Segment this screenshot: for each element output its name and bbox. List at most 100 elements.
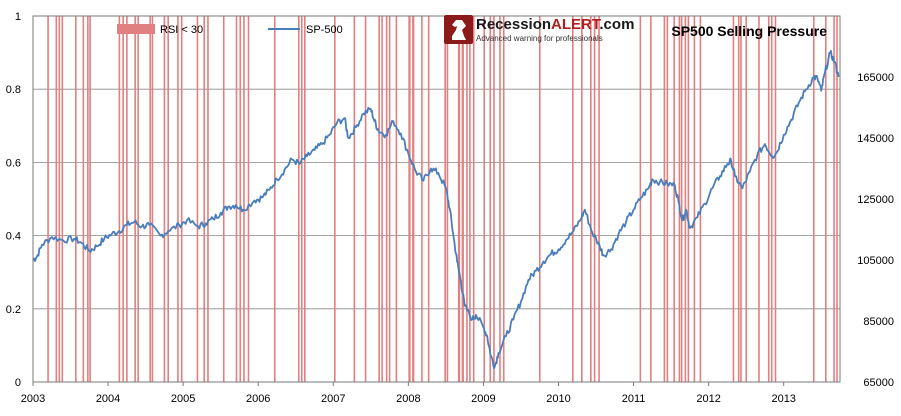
rsi-bar bbox=[47, 16, 49, 382]
rsi-bar bbox=[444, 16, 446, 382]
y-right-tick-label: 105000 bbox=[857, 255, 894, 267]
rsi-bar bbox=[502, 16, 505, 382]
rsi-bar bbox=[483, 16, 486, 382]
rsi-bar bbox=[824, 16, 827, 382]
x-tick-label: 2012 bbox=[696, 393, 720, 405]
rsi-bar bbox=[235, 16, 238, 382]
rsi-bar bbox=[678, 16, 681, 382]
rsi-bar bbox=[699, 16, 702, 382]
rsi-bar bbox=[581, 16, 583, 382]
rsi-bar bbox=[163, 16, 166, 382]
rsi-bar bbox=[134, 16, 136, 382]
y-right-tick-label: 85000 bbox=[863, 316, 894, 328]
knight-icon bbox=[452, 20, 466, 40]
rsi-bar bbox=[758, 16, 760, 382]
y-left-tick-label: 0.8 bbox=[6, 84, 21, 96]
rsi-bar bbox=[167, 16, 169, 382]
y-left-tick-label: 0 bbox=[15, 377, 21, 389]
rsi-bar bbox=[687, 16, 690, 382]
rsi-bar bbox=[207, 16, 209, 382]
x-tick-label: 2003 bbox=[21, 393, 45, 405]
x-tick-label: 2011 bbox=[622, 393, 646, 405]
x-tick-label: 2010 bbox=[546, 393, 570, 405]
y-left-tick-label: 0.6 bbox=[6, 157, 21, 169]
rsi-bar bbox=[297, 16, 300, 382]
y-left-tick-label: 0.4 bbox=[6, 231, 21, 243]
rsi-bar bbox=[334, 16, 336, 382]
rsi-bar bbox=[388, 16, 391, 382]
x-tick-label: 2006 bbox=[246, 393, 270, 405]
legend-label-rsi: RSI < 30 bbox=[160, 24, 203, 36]
rsi-bar bbox=[381, 16, 383, 382]
rsi-bar bbox=[203, 16, 206, 382]
rsi-bar bbox=[590, 16, 592, 382]
rsi-bar bbox=[353, 16, 356, 382]
rsi-bar bbox=[239, 16, 242, 382]
rsi-bar bbox=[180, 16, 183, 382]
rsi-bar bbox=[732, 16, 735, 382]
y-left-tick-label: 0.2 bbox=[6, 304, 21, 316]
rsi-bar bbox=[427, 16, 430, 382]
rsi-bar bbox=[572, 16, 574, 382]
rsi-bar bbox=[812, 16, 815, 382]
y-right-tick-label: 125000 bbox=[857, 194, 894, 206]
rsi-bar bbox=[243, 16, 245, 382]
y-left-tick-label: 1 bbox=[15, 11, 21, 23]
rsi-bar bbox=[538, 16, 541, 382]
x-tick-label: 2013 bbox=[771, 393, 795, 405]
rsi-bar bbox=[663, 16, 666, 382]
rsi-bar bbox=[737, 16, 740, 382]
x-tick-label: 2009 bbox=[471, 393, 495, 405]
rsi-bar bbox=[118, 16, 121, 382]
rsi-bar bbox=[122, 16, 124, 382]
y-right-tick-label: 145000 bbox=[857, 133, 894, 145]
rsi-bar bbox=[364, 16, 367, 382]
x-tick-label: 2005 bbox=[171, 393, 195, 405]
sp500-line-layer bbox=[32, 50, 840, 370]
rsi-bar bbox=[55, 16, 58, 382]
rsi-bar bbox=[833, 16, 835, 382]
rsi-bar bbox=[177, 16, 179, 382]
rsi-bar bbox=[469, 16, 471, 382]
rsi-bar bbox=[740, 16, 742, 382]
axes-layer: 00.20.40.60.8165000850001050001250001450… bbox=[6, 11, 894, 405]
sp500-line bbox=[32, 50, 840, 370]
rsi-bar bbox=[395, 16, 398, 382]
legend: RSI < 30 SP-500 bbox=[117, 24, 343, 36]
rsi-bar bbox=[693, 16, 696, 382]
rsi-bar bbox=[151, 16, 154, 382]
rsi-bar bbox=[457, 16, 461, 382]
chart-title: SP500 Selling Pressure bbox=[671, 23, 827, 39]
rsi-bar bbox=[421, 16, 423, 382]
rsi-bar bbox=[745, 16, 748, 382]
y-right-tick-label: 65000 bbox=[863, 377, 894, 389]
rsi-bar bbox=[666, 16, 669, 382]
rsi-bar bbox=[87, 16, 89, 382]
rsi-bar bbox=[770, 16, 773, 382]
rsi-bar bbox=[408, 16, 411, 382]
x-tick-label: 2008 bbox=[396, 393, 420, 405]
rsi-bar bbox=[680, 16, 683, 382]
y-right-tick-label: 165000 bbox=[857, 72, 894, 84]
rsi-bar bbox=[300, 16, 303, 382]
rsi-bar bbox=[82, 16, 85, 382]
rsi-bar bbox=[58, 16, 61, 382]
rsi-bar bbox=[836, 16, 838, 382]
rsi-bar bbox=[247, 16, 250, 382]
rsi-bar bbox=[673, 16, 675, 382]
rsi-bar bbox=[499, 16, 501, 382]
rsi-bar bbox=[222, 16, 225, 382]
rsi-bar bbox=[593, 16, 596, 382]
rsi-bar bbox=[684, 16, 687, 382]
rsi-bar bbox=[412, 16, 415, 382]
brand-logo: RecessionALERT.com Advanced warning for … bbox=[444, 15, 634, 44]
rsi-bar bbox=[461, 16, 464, 382]
x-tick-label: 2007 bbox=[321, 393, 345, 405]
rsi-bar bbox=[466, 16, 468, 382]
rsi-bar bbox=[126, 16, 128, 382]
brand-name: RecessionALERT.com bbox=[476, 16, 634, 33]
rsi-bar bbox=[378, 16, 380, 382]
rsi-bar bbox=[774, 16, 777, 382]
